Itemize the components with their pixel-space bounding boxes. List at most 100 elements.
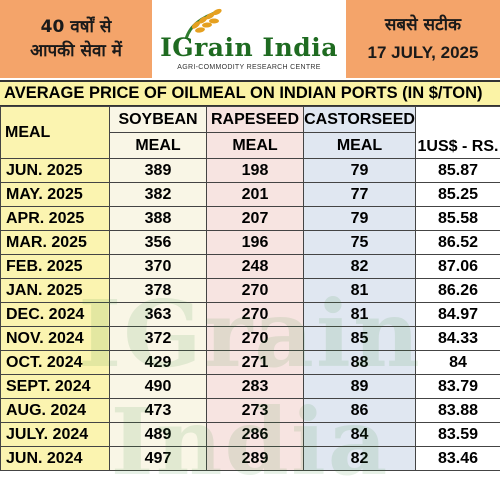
row-usd-rate: 86.26 [415,278,500,303]
row-soybean-price: 372 [109,326,207,351]
table-row: NOV. 2024 372 270 85 84.33 [0,326,500,351]
row-month: NOV. 2024 [0,326,110,351]
header-rapeseed: RAPESEED [206,106,304,133]
row-castorseed-price: 79 [303,206,416,231]
row-rapeseed-price: 271 [206,350,304,375]
row-month: APR. 2025 [0,206,110,231]
row-rapeseed-price: 289 [206,446,304,471]
row-castorseed-price: 86 [303,398,416,423]
table-row: JUN. 2025 389 198 79 85.87 [0,158,500,183]
row-usd-rate: 85.25 [415,182,500,207]
row-rapeseed-price: 207 [206,206,304,231]
row-usd-rate: 85.58 [415,206,500,231]
row-rapeseed-price: 283 [206,374,304,399]
brand-name: IGrain India [160,33,338,62]
row-soybean-price: 389 [109,158,207,183]
row-soybean-price: 473 [109,398,207,423]
row-usd-rate: 84.33 [415,326,500,351]
row-usd-rate: 83.79 [415,374,500,399]
header-castorseed: CASTORSEED [303,106,416,133]
row-usd-rate: 84.97 [415,302,500,327]
row-rapeseed-price: 198 [206,158,304,183]
row-usd-rate: 86.52 [415,230,500,255]
row-rapeseed-price: 270 [206,278,304,303]
table-row: JUN. 2024 497 289 82 83.46 [0,446,500,471]
header-meal: MEAL [0,106,110,159]
row-month: MAY. 2025 [0,182,110,207]
header-usd-rate: 1US$ - RS. [415,106,500,159]
row-castorseed-price: 82 [303,446,416,471]
row-soybean-price: 497 [109,446,207,471]
table-header-row-1: MEAL SOYBEAN RAPESEED CASTORSEED 1US$ - … [0,106,500,159]
table-title: AVERAGE PRICE OF OILMEAL ON INDIAN PORTS… [0,80,500,106]
row-castorseed-price: 82 [303,254,416,279]
price-table: MEAL SOYBEAN RAPESEED CASTORSEED 1US$ - … [0,106,500,471]
header: 40 वर्षों से आपकी सेवा में IGrain India … [0,0,500,78]
row-castorseed-price: 84 [303,422,416,447]
header-soybean: SOYBEAN [109,106,207,133]
row-month: AUG. 2024 [0,398,110,423]
row-rapeseed-price: 273 [206,398,304,423]
header-right-box: सबसे सटीक 17 JULY, 2025 [346,0,500,78]
row-castorseed-price: 89 [303,374,416,399]
row-rapeseed-price: 201 [206,182,304,207]
row-rapeseed-price: 286 [206,422,304,447]
row-castorseed-price: 81 [303,278,416,303]
table-row: JAN. 2025 378 270 81 86.26 [0,278,500,303]
row-soybean-price: 429 [109,350,207,375]
row-usd-rate: 83.59 [415,422,500,447]
row-rapeseed-price: 196 [206,230,304,255]
row-month: JAN. 2025 [0,278,110,303]
row-castorseed-price: 77 [303,182,416,207]
header-castorseed-meal: MEAL [303,132,416,159]
row-castorseed-price: 88 [303,350,416,375]
header-left-box: 40 वर्षों से आपकी सेवा में [0,0,152,78]
table-row: OCT. 2024 429 271 88 84 [0,350,500,375]
row-month: JULY. 2024 [0,422,110,447]
row-castorseed-price: 75 [303,230,416,255]
row-soybean-price: 363 [109,302,207,327]
row-usd-rate: 87.06 [415,254,500,279]
row-month: SEPT. 2024 [0,374,110,399]
brand-logo [152,0,346,78]
row-soybean-price: 378 [109,278,207,303]
table-row: SEPT. 2024 490 283 89 83.79 [0,374,500,399]
row-castorseed-price: 81 [303,302,416,327]
row-usd-rate: 83.88 [415,398,500,423]
row-soybean-price: 356 [109,230,207,255]
header-tagline-1: 40 वर्षों से [40,17,112,37]
row-castorseed-price: 79 [303,158,416,183]
header-soybean-meal: MEAL [109,132,207,159]
header-tagline-3: सबसे सटीक [384,15,462,35]
table-row: MAY. 2025 382 201 77 85.25 [0,182,500,207]
row-usd-rate: 83.46 [415,446,500,471]
brand-subtitle: AGRI-COMMODITY RESEARCH CENTRE [177,64,321,71]
row-rapeseed-price: 270 [206,326,304,351]
header-rapeseed-meal: MEAL [206,132,304,159]
row-castorseed-price: 85 [303,326,416,351]
row-soybean-price: 382 [109,182,207,207]
wheat-logo-icon [184,8,222,40]
table-header-row-2: MEAL MEAL MEAL [1,132,500,159]
row-soybean-price: 490 [109,374,207,399]
row-usd-rate: 84 [415,350,500,375]
row-soybean-price: 388 [109,206,207,231]
row-rapeseed-price: 270 [206,302,304,327]
table-row: JULY. 2024 489 286 84 83.59 [0,422,500,447]
table-row: MAR. 2025 356 196 75 86.52 [0,230,500,255]
row-month: JUN. 2024 [0,446,110,471]
header-tagline-2: आपकी सेवा में [30,41,122,61]
row-month: FEB. 2025 [0,254,110,279]
row-soybean-price: 370 [109,254,207,279]
table-row: DEC. 2024 363 270 81 84.97 [0,302,500,327]
row-month: DEC. 2024 [0,302,110,327]
report-date: 17 JULY, 2025 [367,43,479,62]
row-soybean-price: 489 [109,422,207,447]
table-row: FEB. 2025 370 248 82 87.06 [0,254,500,279]
row-rapeseed-price: 248 [206,254,304,279]
table-row: APR. 2025 388 207 79 85.58 [0,206,500,231]
row-month: MAR. 2025 [0,230,110,255]
row-month: JUN. 2025 [0,158,110,183]
row-month: OCT. 2024 [0,350,110,375]
